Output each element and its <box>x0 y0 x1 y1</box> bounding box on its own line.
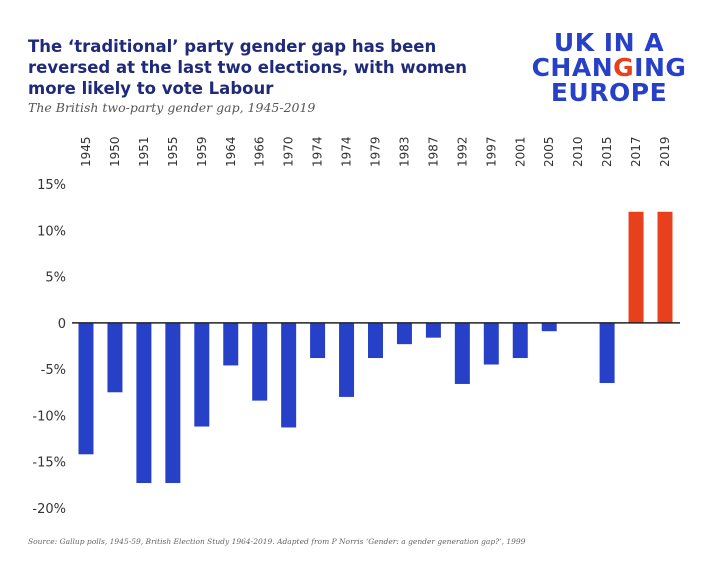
bar <box>223 322 239 366</box>
x-tick-label: 1992 <box>455 136 469 167</box>
y-tick-label: -10% <box>32 409 66 424</box>
bar <box>107 322 123 393</box>
bar <box>541 322 557 332</box>
x-tick-label: 1945 <box>79 136 93 167</box>
x-tick-label: 1983 <box>397 136 411 167</box>
x-tick-label: 1959 <box>195 136 209 167</box>
y-tick-label: -20% <box>32 502 66 517</box>
bar <box>165 322 181 484</box>
y-tick-label: 5% <box>45 271 66 286</box>
bar <box>310 322 326 359</box>
bar <box>368 322 383 359</box>
bar <box>483 322 499 365</box>
bars <box>78 211 673 484</box>
bar <box>599 322 615 384</box>
bar <box>425 322 441 338</box>
bar <box>396 322 412 345</box>
logo-line-2: CHANGING <box>524 55 694 80</box>
x-tick-label: 1997 <box>484 136 498 167</box>
y-axis: 15% 10% 5% 0 -5% -10% -15% -20% <box>32 178 66 517</box>
bar <box>252 322 268 401</box>
y-tick-label: 10% <box>37 224 66 239</box>
chart-subtitle: The British two-party gender gap, 1945-2… <box>28 100 316 115</box>
logo-line-2-c: ING <box>634 53 687 82</box>
x-tick-label: 1966 <box>253 136 267 167</box>
logo-line-2-b: G <box>613 53 635 82</box>
source-note: Source: Gallup polls, 1945-59, British E… <box>28 537 526 546</box>
x-tick-label: 1964 <box>224 136 238 167</box>
x-tick-label: 2005 <box>542 136 556 167</box>
logo-line-3: EUROPE <box>550 78 668 107</box>
x-tick-label: 1987 <box>426 136 440 167</box>
x-tick-label: 1974 <box>311 136 325 167</box>
bar <box>628 211 644 323</box>
x-tick-label: 1970 <box>282 136 296 167</box>
x-tick-label: 2001 <box>513 136 527 167</box>
bar <box>657 211 673 323</box>
x-tick-label: 2010 <box>571 136 585 167</box>
x-tick-label: 2017 <box>629 136 643 167</box>
x-tick-label: 1974 <box>340 136 354 167</box>
logo-line-2-a: CHAN <box>531 53 614 82</box>
chart-title: The ‘traditional’ party gender gap has b… <box>28 37 468 98</box>
x-tick-label: 1950 <box>108 136 122 167</box>
bar <box>454 322 470 384</box>
x-axis-labels: 1945 1950 1951 1955 1959 1964 1966 1970 1974 1974… <box>79 136 672 167</box>
x-tick-label: 2015 <box>600 136 614 167</box>
x-tick-label: 2019 <box>658 136 672 167</box>
x-tick-label: 1951 <box>137 136 151 167</box>
bar <box>136 322 152 484</box>
y-tick-label: 15% <box>37 178 66 193</box>
logo-line-1: UK IN A <box>553 28 665 57</box>
y-tick-label: 0 <box>58 317 66 332</box>
x-tick-label: 1979 <box>369 136 383 167</box>
bar <box>78 322 94 455</box>
uk-in-a-changing-europe-logo: UK IN A CHANGING EUROPE <box>524 30 694 105</box>
bar <box>194 322 210 427</box>
x-tick-label: 1955 <box>166 136 180 167</box>
y-tick-label: -5% <box>41 363 66 378</box>
bar <box>339 322 355 397</box>
bar <box>281 322 297 428</box>
bar <box>512 322 528 359</box>
y-tick-label: -15% <box>32 456 66 471</box>
